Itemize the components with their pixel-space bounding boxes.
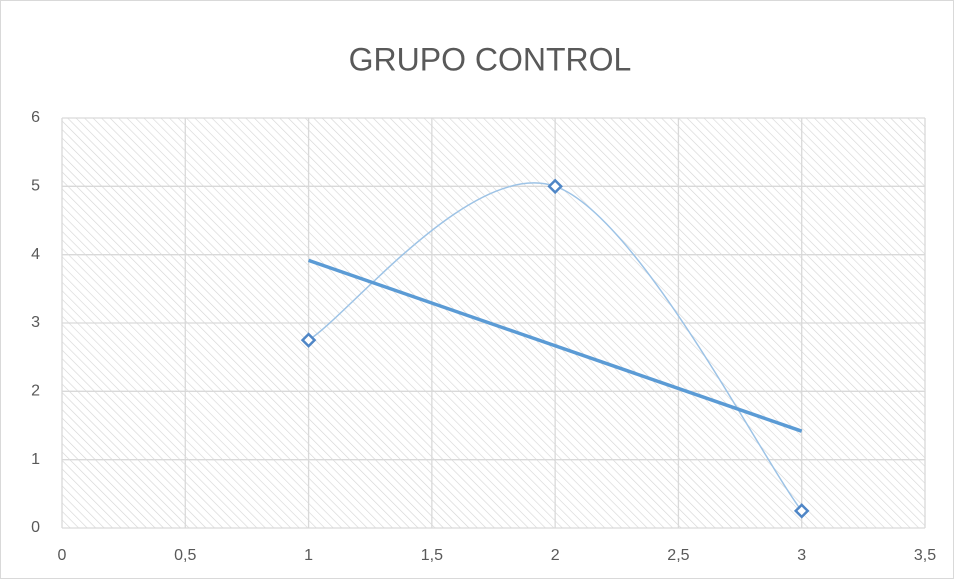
x-tick-label: 1	[304, 547, 313, 564]
y-tick-label: 6	[31, 109, 40, 126]
y-tick-label: 2	[31, 383, 40, 400]
x-tick-label: 2	[551, 547, 560, 564]
marker	[793, 503, 810, 519]
marker	[300, 332, 317, 348]
marker	[547, 178, 563, 195]
x-tick-label: 1,5	[421, 547, 443, 564]
y-tick-label: 3	[31, 314, 40, 331]
trendline	[307, 258, 803, 433]
x-tick-label: 3,5	[914, 547, 936, 564]
x-tick-label: 0,5	[174, 547, 196, 564]
y-tick-label: 0	[31, 519, 40, 536]
y-tick-label: 5	[31, 178, 40, 195]
y-tick-label: 1	[31, 451, 40, 468]
x-tick-label: 0	[58, 547, 67, 564]
x-tick-label: 2,5	[667, 547, 689, 564]
x-tick-label: 3	[797, 547, 806, 564]
y-tick-label: 4	[31, 246, 40, 263]
chart-title: GRUPO CONTROL	[349, 41, 632, 77]
